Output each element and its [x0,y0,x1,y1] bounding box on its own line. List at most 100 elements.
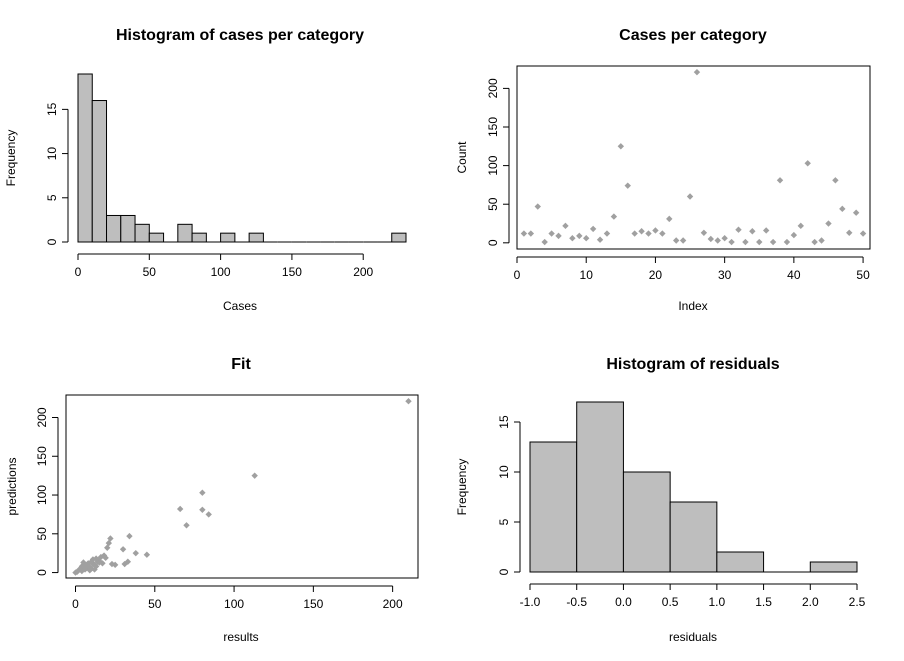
data-point [92,555,100,562]
data-point [569,234,576,242]
x-axis-label: results [223,630,258,644]
histogram-bar [148,232,165,243]
histogram-bar [106,214,122,243]
y-axis-label: Frequency [4,130,18,187]
x-tick-label: 100 [224,597,244,611]
data-point [659,230,666,237]
data-point [749,228,756,235]
histogram-bar [134,223,150,243]
data-point [105,539,113,547]
x-tick-label: 100 [211,265,231,279]
x-tick-label: 30 [718,268,732,282]
y-axis-label: Frequency [455,459,469,516]
scatter-cases-panel: Cases per category Index Count 0 10 20 30 40 50 0… [455,27,871,313]
data-point [97,553,105,561]
x-tick-label: 200 [353,265,373,279]
chart-title: Fit [231,356,251,373]
histogram-bar [91,100,108,243]
x-axis-label: residuals [669,630,717,644]
x-tick-label: 20 [649,268,663,282]
y-tick-label: 10 [45,147,59,161]
x-tick-label: 0 [72,597,79,611]
plot-frame [65,394,419,579]
data-point [81,561,89,569]
data-point [78,567,86,575]
data-point [735,226,742,233]
histogram-bar [669,501,718,573]
y-axis-label: Count [455,141,469,174]
y-tick-label: 150 [35,446,49,466]
data-point [839,205,846,213]
data-point [859,230,867,237]
x-tick-label: 150 [282,265,302,279]
histogram-residuals-panel: Histogram of residuals residuals Frequency… [455,356,866,644]
fit-panel: Fit results predictions 0 50 100 150 200 0 50 100 1… [5,356,419,644]
data-point [714,237,721,244]
data-point [589,225,597,233]
histogram-bar [576,401,624,573]
x-tick-label: 2.5 [849,595,866,609]
data-point [825,220,832,227]
x-tick-label: 0 [514,268,521,282]
data-point [143,551,151,558]
x-axis-label: Index [678,299,707,313]
data-point [776,177,784,184]
x-tick-label: 1.5 [755,595,772,609]
data-point [124,558,132,565]
data-point [555,232,562,240]
histogram-bar [716,551,765,573]
data-point [534,203,541,210]
data-point [107,535,114,542]
chart-title: Cases per category [619,27,767,44]
data-point [700,229,708,236]
data-point [576,232,583,240]
y-tick-label: 15 [45,102,59,116]
histogram-bar [391,232,407,243]
y-tick-label: 0 [35,569,49,576]
data-point [742,238,749,246]
data-point [707,235,715,243]
data-point [176,505,184,513]
data-point [769,238,777,246]
data-point [132,549,139,557]
histogram-cases-panel: Histogram of cases per category Cases Freq… [4,27,407,313]
x-tick-label: -0.5 [566,595,587,609]
data-point [199,506,206,513]
data-point [631,230,638,237]
histogram-bar [220,232,236,243]
data-point [679,237,687,244]
x-tick-label: 0 [75,265,82,279]
data-point [548,230,555,237]
y-tick-label: 100 [35,485,49,505]
y-tick-label: 15 [497,415,511,429]
y-axis-label: predictions [5,457,19,515]
histogram-bar [77,73,93,243]
data-point [183,522,190,529]
y-tick-label: 200 [486,78,500,98]
data-point [693,68,701,76]
data-point [804,160,811,167]
data-point [728,238,735,246]
data-point [102,554,109,562]
y-tick-label: 50 [486,197,500,211]
x-tick-label: 50 [148,597,162,611]
data-point [762,227,770,234]
histogram-bar [622,471,671,573]
data-point [251,472,258,479]
y-tick-label: 200 [35,407,49,427]
x-tick-label: 10 [580,268,594,282]
data-point [797,222,804,230]
data-point [818,237,825,244]
data-point [520,230,528,237]
data-point [686,193,694,200]
data-point [583,234,590,242]
data-point [527,230,535,237]
data-point [624,182,631,189]
data-point [832,177,839,184]
data-point [672,237,680,244]
x-tick-label: 40 [787,268,801,282]
data-point [541,238,548,246]
data-point [617,143,625,150]
data-point [205,511,212,518]
